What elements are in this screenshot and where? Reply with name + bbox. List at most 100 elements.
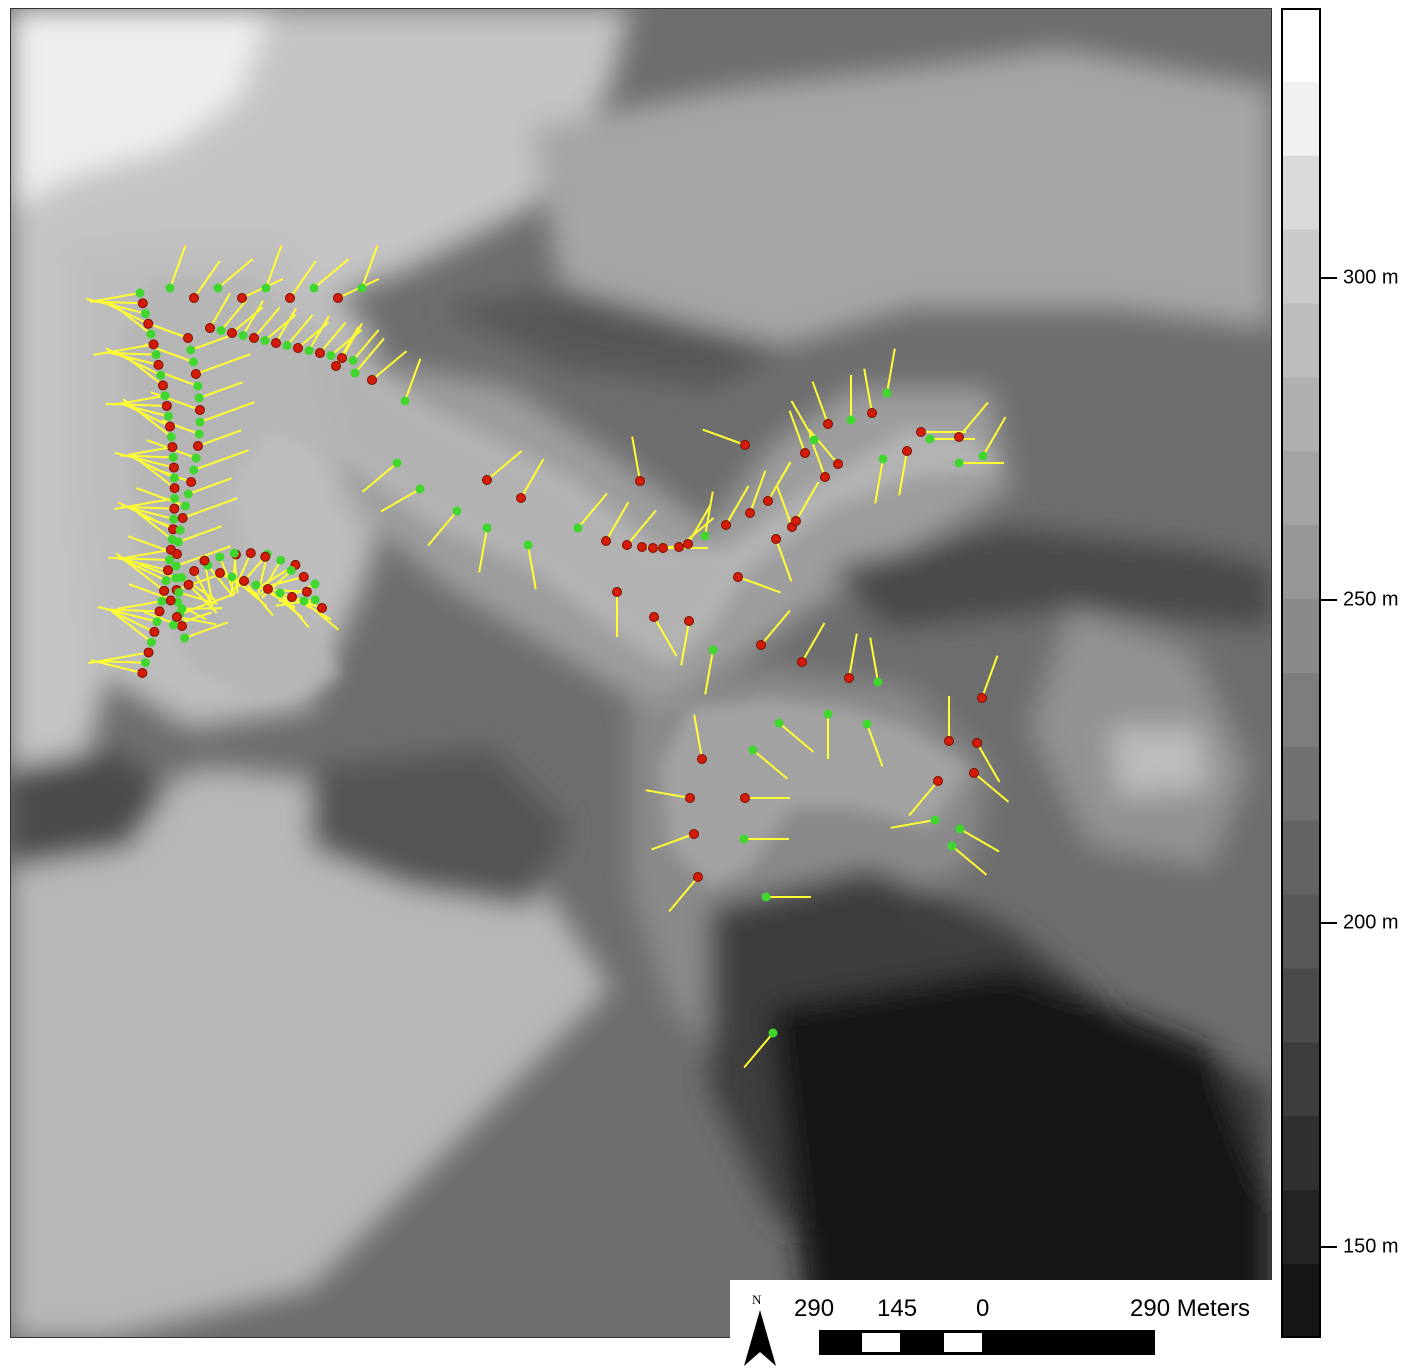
observation-point-red [969,768,979,778]
observation-point-red [367,375,377,385]
observation-point-red [482,475,492,485]
direction-vector [176,573,221,591]
direction-vector [404,358,422,402]
observation-point-green [141,309,151,319]
observation-point-green [310,595,320,605]
observation-point-green [146,329,156,339]
legend-band [1282,303,1320,379]
direction-vector [253,306,281,339]
observation-point-green [193,381,203,391]
observation-point-red [137,668,148,678]
observation-point-red [183,579,194,590]
observation-point-red [215,568,225,578]
observation-point-red [161,400,172,411]
direction-vector [111,352,157,356]
direction-vector [790,400,815,441]
direction-vector [775,484,793,528]
direction-vector [976,742,1001,783]
direction-vector [725,485,750,526]
direction-vector [869,637,879,683]
observation-point-green [161,576,171,586]
direction-vector [279,592,310,629]
direction-vector [775,538,793,582]
observation-point-green [160,391,170,401]
direction-vector [199,401,255,423]
direction-vector [801,622,826,663]
north-arrow-icon [744,1310,776,1366]
observation-point-green [168,452,178,462]
direction-vector [848,633,858,679]
observation-point-green [275,588,285,598]
direction-vector [361,462,398,493]
observation-point-red [177,513,188,523]
direction-vector [478,527,488,573]
observation-point-red [263,584,273,594]
legend-band [1282,1264,1320,1338]
direction-vector [122,398,172,438]
direction-vector [187,477,232,495]
observation-point-green [215,552,225,562]
observation-point-green [955,824,965,834]
direction-vector [207,564,234,598]
observation-point-red [148,339,159,350]
observation-point-green [227,572,237,582]
observation-point-green [348,356,358,365]
observation-point-green [173,597,183,607]
direction-vector [126,356,164,387]
observation-point-red [944,736,954,746]
direction-vector [743,1032,774,1069]
observation-point-red [293,343,303,353]
elevation-colorbar [1281,8,1337,1338]
observation-point-red [137,298,148,309]
observation-point-green [251,580,261,590]
observation-point-green [170,493,180,503]
observation-point-red [622,540,632,550]
direction-vector [760,609,791,646]
observation-point-green [173,537,183,547]
direction-vector [266,588,307,593]
direction-vector [90,659,143,674]
scale-label: 290 Meters [1130,1295,1251,1322]
north-label: N [752,1292,762,1307]
observation-point-red [697,754,707,764]
dem-canvas [10,8,1272,1338]
direction-vector [308,315,330,352]
observation-point-green [229,548,239,558]
legend-tick-label: 200 m [1343,911,1399,934]
observation-point-red [245,548,256,559]
direction-vector [951,845,988,876]
observation-point-red [684,616,694,626]
direction-vector [117,600,163,610]
direction-vector [220,299,248,332]
observation-point-red [740,440,750,450]
direction-vector [605,501,630,542]
observation-point-green [180,501,190,511]
observation-point-green [169,514,179,524]
direction-vector [138,563,177,579]
observation-point-red [333,293,343,303]
observation-point-red [771,534,781,544]
observation-point-green [768,1028,778,1038]
observation-point-green [216,326,226,335]
observation-point-green [151,350,161,360]
legend-band [1282,746,1320,822]
observation-point-red [683,539,693,549]
direction-vector [93,343,154,356]
observation-point-green [135,288,145,298]
observation-point-green [862,719,872,729]
observation-point-green [823,709,833,719]
observation-point-green [774,718,784,728]
observation-point-red [194,405,205,415]
elevation-map[interactable] [10,8,1272,1338]
observation-point-green [238,331,248,340]
observation-point-green [183,489,193,499]
observation-point-green [326,351,336,360]
direction-vector [197,429,242,447]
legend-band [1282,451,1320,527]
direction-vector [795,481,820,522]
direction-vector [982,416,1007,457]
observation-point-green [165,555,175,565]
direction-vector [749,470,767,514]
observation-point-red [721,520,731,530]
observation-point-red [823,419,833,429]
